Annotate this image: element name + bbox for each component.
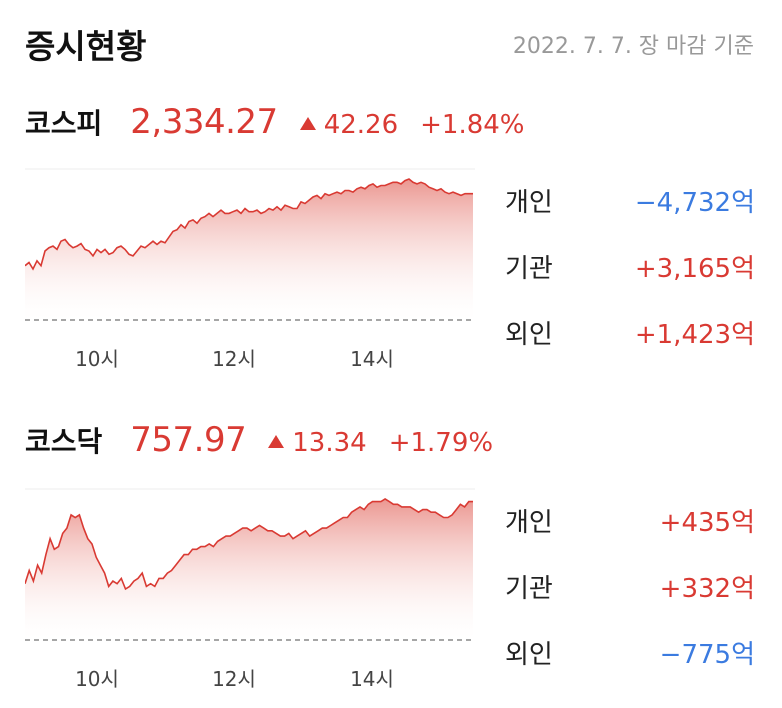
investor-label: 외인 [505, 319, 553, 350]
chart-area [25, 499, 473, 640]
kospi-intraday-chart[interactable]: 10시 12시 14시 [25, 165, 475, 385]
kosdaq-x-tick: 10시 [75, 667, 119, 691]
kospi-value: 2,334.27 [130, 102, 278, 142]
kospi-header[interactable]: 코스피 2,334.27 42.26 +1.84% [25, 102, 525, 142]
kosdaq-investor-row-foreign[interactable]: 외인 −775억 [505, 632, 755, 672]
investor-value: +1,423억 [634, 319, 755, 350]
kospi-investor-row-institution[interactable]: 기관 +3,165억 [505, 246, 755, 286]
kospi-x-tick: 12시 [212, 347, 256, 371]
kosdaq-change: 13.34 [292, 428, 367, 458]
kosdaq-name: 코스닥 [25, 425, 103, 458]
kospi-x-tick: 10시 [75, 347, 119, 371]
kospi-investor-row-individual[interactable]: 개인 −4,732억 [505, 180, 755, 220]
investor-value: +3,165억 [634, 253, 755, 284]
chart-area [25, 179, 473, 320]
kospi-change: 42.26 [323, 110, 399, 140]
kosdaq-value: 757.97 [130, 420, 247, 460]
kosdaq-x-tick: 14시 [350, 667, 394, 691]
kospi-rate: +1.84% [420, 110, 525, 140]
investor-value: +332억 [659, 573, 755, 604]
market-close-date: 2022. 7. 7. 장 마감 기준 [512, 34, 754, 59]
kosdaq-header[interactable]: 코스닥 757.97 13.34 +1.79% [25, 420, 493, 460]
investor-value: +435억 [659, 507, 755, 538]
kosdaq-rate: +1.79% [388, 428, 494, 458]
kosdaq-x-tick: 12시 [212, 667, 256, 691]
chart-series-line [25, 498, 473, 591]
kosdaq-investor-row-institution[interactable]: 기관 +332억 [505, 566, 755, 606]
kosdaq-intraday-chart[interactable]: 10시 12시 14시 [25, 485, 475, 705]
kosdaq-investor-row-individual[interactable]: 개인 +435억 [505, 500, 755, 540]
investor-label: 기관 [505, 253, 553, 284]
kospi-investor-row-foreign[interactable]: 외인 +1,423억 [505, 312, 755, 352]
investor-value: −775억 [659, 639, 755, 670]
chart-series-line [25, 178, 473, 271]
investor-value: −4,732억 [634, 187, 755, 218]
investor-label: 외인 [505, 639, 553, 670]
kospi-name: 코스피 [25, 107, 103, 140]
investor-label: 개인 [505, 507, 553, 538]
kospi-chart-svg [25, 168, 475, 321]
up-triangle-icon [268, 435, 285, 448]
kospi-x-tick: 14시 [350, 347, 394, 371]
investor-label: 기관 [505, 573, 553, 604]
investor-label: 개인 [505, 187, 553, 218]
up-triangle-icon [299, 117, 316, 130]
kosdaq-chart-svg [25, 488, 475, 641]
page-title: 증시현황 [25, 27, 147, 66]
